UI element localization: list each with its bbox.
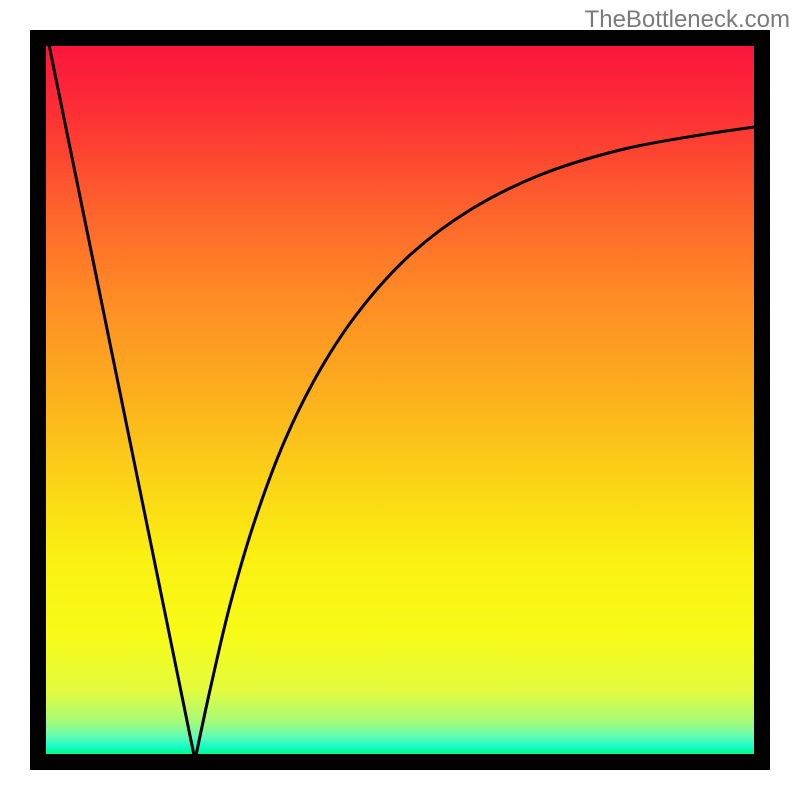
watermark-text: TheBottleneck.com — [585, 6, 790, 34]
gradient-background — [46, 46, 754, 754]
bottleneck-chart: { "watermark": { "text": "TheBottleneck.… — [0, 0, 800, 800]
chart-canvas — [0, 0, 800, 800]
